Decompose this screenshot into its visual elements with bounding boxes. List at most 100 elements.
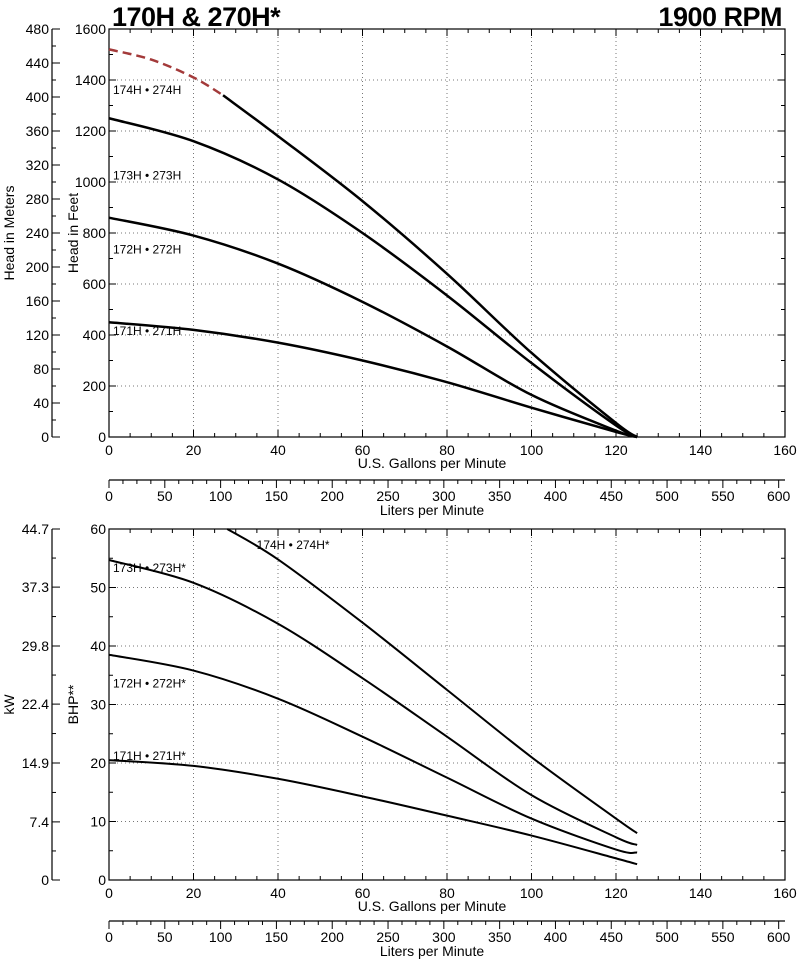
- chart2-y2-tick-label: 29.8: [22, 638, 49, 654]
- chart2-x2-tick-label: 300: [432, 929, 456, 945]
- chart2-series-3-line: [108, 559, 638, 846]
- chart1-x2-tick-label: 450: [600, 488, 624, 504]
- chart1-y-tick-label: 800: [83, 225, 107, 241]
- chart2-x2-tick-label: 250: [376, 929, 400, 945]
- chart1-y2-tick-label: 320: [26, 157, 50, 173]
- chart1-y-tick-label: 1000: [75, 174, 106, 190]
- chart1-x2-tick-label: 50: [157, 488, 173, 504]
- chart2-series-1-label: 171H • 271H*: [113, 749, 186, 763]
- chart1-x-tick-label: 40: [270, 442, 286, 458]
- chart1-y2-tick-label: 40: [33, 395, 49, 411]
- chart1-x2-tick-label: 600: [767, 488, 791, 504]
- chart1-y2-tick-label: 280: [26, 191, 50, 207]
- chart2-y-tick-label: 50: [90, 580, 106, 596]
- chart1-y-axis-label: Head in Feet: [65, 193, 81, 273]
- chart1-y2-tick-label: 160: [26, 293, 50, 309]
- chart1-x2-tick-label: 200: [321, 488, 345, 504]
- chart1-series-4-line: [222, 94, 638, 439]
- chart2-x-tick-label: 140: [689, 885, 713, 901]
- chart1-x2-tick-label: 350: [488, 488, 512, 504]
- chart-title: 170H & 270H*: [112, 2, 281, 32]
- chart1-y-tick-label: 600: [83, 276, 107, 292]
- chart1-y2-tick-label: 120: [26, 327, 50, 343]
- chart1-x2-axis-label: Liters per Minute: [380, 502, 484, 518]
- chart2-x-tick-label: 80: [439, 885, 455, 901]
- chart2-y-tick-label: 0: [98, 872, 106, 888]
- chart2-series-2-label: 172H • 272H*: [113, 676, 186, 690]
- chart1-x2-tick-label: 100: [209, 488, 233, 504]
- chart1-series-4-label: 174H • 274H: [113, 83, 181, 97]
- chart1-series-1-line: [108, 321, 638, 439]
- chart1-x2-tick-label: 250: [376, 488, 400, 504]
- chart2-y2-tick-label: 0: [41, 872, 49, 888]
- chart1-y2-tick-label: 80: [33, 361, 49, 377]
- chart1-x2-tick-label: 500: [655, 488, 679, 504]
- chart2-y2-tick-label: 44.7: [22, 521, 49, 537]
- chart1-series-3-label: 173H • 273H: [113, 168, 181, 182]
- chart2-x2-tick-label: 100: [209, 929, 233, 945]
- chart1-series-2-label: 172H • 272H: [113, 242, 181, 256]
- chart1-y-tick-label: 200: [83, 378, 107, 394]
- chart2-series-2-line: [108, 653, 638, 854]
- chart2-x-tick-label: 120: [604, 885, 628, 901]
- chart1-x2-tick-label: 0: [105, 488, 113, 504]
- chart1-x-axis-label: U.S. Gallons per Minute: [358, 455, 507, 471]
- chart2-y2-tick-label: 22.4: [22, 696, 49, 712]
- chart2-series-3-label: 173H • 273H*: [113, 561, 186, 575]
- chart2-x-tick-label: 60: [355, 885, 371, 901]
- chart1-y-tick-label: 1600: [75, 21, 106, 37]
- chart2-y-tick-label: 10: [90, 814, 106, 830]
- chart1-series-1-label: 171H • 271H: [113, 324, 181, 338]
- chart2-x-tick-label: 0: [105, 885, 113, 901]
- chart1-x-tick-label: 140: [689, 442, 713, 458]
- chart1-x2-tick-label: 150: [265, 488, 289, 504]
- chart2-x2-tick-label: 150: [265, 929, 289, 945]
- chart2-x2-axis-label: Liters per Minute: [380, 943, 484, 959]
- chart2-y-tick-label: 30: [90, 697, 106, 713]
- chart2-x2-tick-label: 400: [544, 929, 568, 945]
- chart1-x2-tick-label: 400: [544, 488, 568, 504]
- chart1-y-tick-label: 0: [98, 429, 106, 445]
- chart1-y2-tick-label: 200: [26, 259, 50, 275]
- chart2-x2-tick-label: 350: [488, 929, 512, 945]
- chart1-x2-tick-label: 300: [432, 488, 456, 504]
- chart1-y-tick-label: 1400: [75, 72, 106, 88]
- chart1-x-tick-label: 60: [355, 442, 371, 458]
- chart2-x-tick-label: 160: [773, 885, 797, 901]
- chart2-x-tick-label: 100: [520, 885, 544, 901]
- chart2-series-4-line: [226, 528, 638, 835]
- chart2-series-4-label: 174H • 274H*: [257, 538, 330, 552]
- chart2-x2-tick-label: 450: [600, 929, 624, 945]
- chart1-x2-tick-label: 550: [711, 488, 735, 504]
- chart1-y2-tick-label: 400: [26, 89, 50, 105]
- chart1-y2-tick-label: 480: [26, 21, 50, 37]
- chart2-y2-tick-label: 37.3: [22, 579, 49, 595]
- chart1-y2-tick-label: 0: [41, 429, 49, 445]
- speed-label: 1900 RPM: [658, 2, 782, 32]
- chart2-x-tick-label: 40: [270, 885, 286, 901]
- chart2-y2-tick-label: 7.4: [30, 814, 50, 830]
- chart2-x-axis-label: U.S. Gallons per Minute: [358, 898, 507, 914]
- chart2-x2-tick-label: 550: [711, 929, 735, 945]
- chart1-x-tick-label: 80: [439, 442, 455, 458]
- chart1-x-tick-label: 100: [520, 442, 544, 458]
- chart1-y-tick-label: 1200: [75, 123, 106, 139]
- chart2-x-tick-label: 20: [186, 885, 202, 901]
- chart2-x2-tick-label: 500: [655, 929, 679, 945]
- chart1-x-tick-label: 120: [604, 442, 628, 458]
- chart2-series-1-line: [108, 759, 638, 866]
- chart1-y2-tick-label: 240: [26, 225, 50, 241]
- chart1-series-4-extrapolated-line: [108, 48, 224, 97]
- chart2-y-axis-label: BHP**: [65, 684, 81, 724]
- chart2-x2-tick-label: 0: [105, 929, 113, 945]
- chart1-series-3-line: [108, 117, 638, 439]
- chart1-y2-tick-label: 440: [26, 55, 50, 71]
- chart1-x-tick-label: 160: [773, 442, 797, 458]
- chart2-y2-axis-label: kW: [1, 694, 17, 715]
- chart2-y-tick-label: 60: [90, 521, 106, 537]
- chart1-y-tick-label: 400: [83, 327, 107, 343]
- chart1-x-tick-label: 0: [105, 442, 113, 458]
- chart2-y2-tick-label: 14.9: [22, 755, 49, 771]
- chart1-y2-axis-label: Head in Meters: [1, 186, 17, 281]
